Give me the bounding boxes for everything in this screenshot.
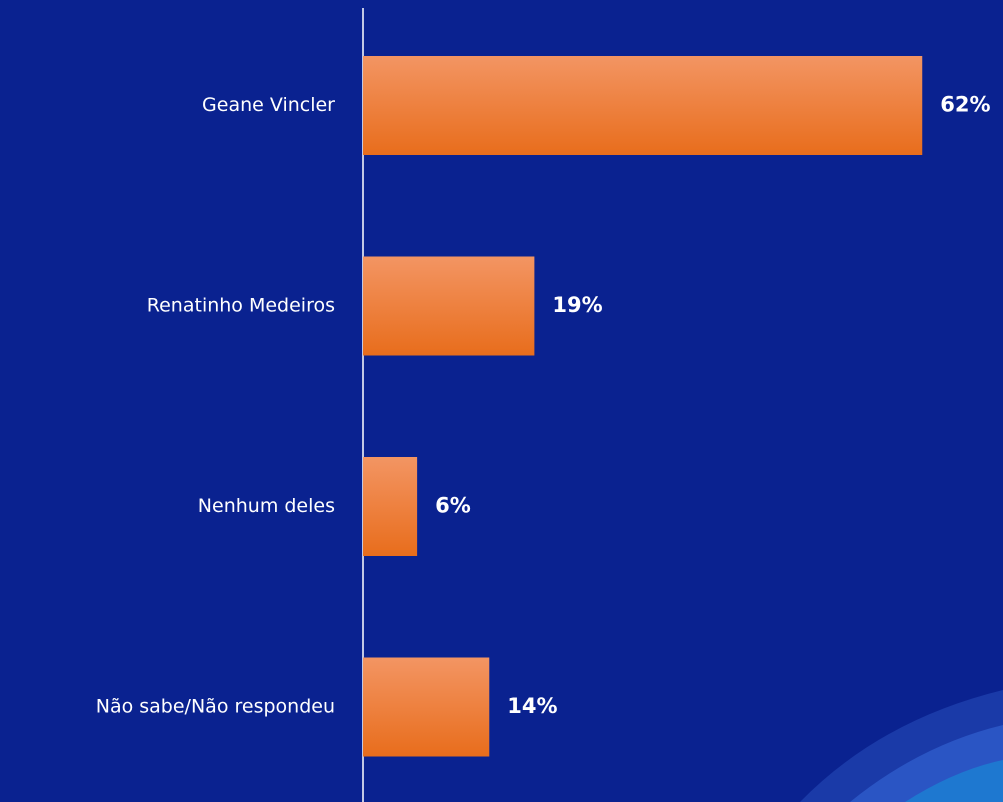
bar xyxy=(363,457,418,556)
value-label: 62% xyxy=(940,93,990,117)
decoration xyxy=(905,760,1003,802)
bar xyxy=(363,657,490,757)
category-label: Renatinho Medeiros xyxy=(147,295,335,317)
category-label: Geane Vincler xyxy=(202,94,335,116)
bar xyxy=(363,56,923,155)
value-label: 14% xyxy=(507,694,557,718)
value-label: 6% xyxy=(435,494,471,518)
value-label: 19% xyxy=(552,293,602,317)
category-label: Nenhum deles xyxy=(198,495,335,517)
bar xyxy=(363,256,535,356)
category-label: Não sabe/Não respondeu xyxy=(96,696,335,718)
